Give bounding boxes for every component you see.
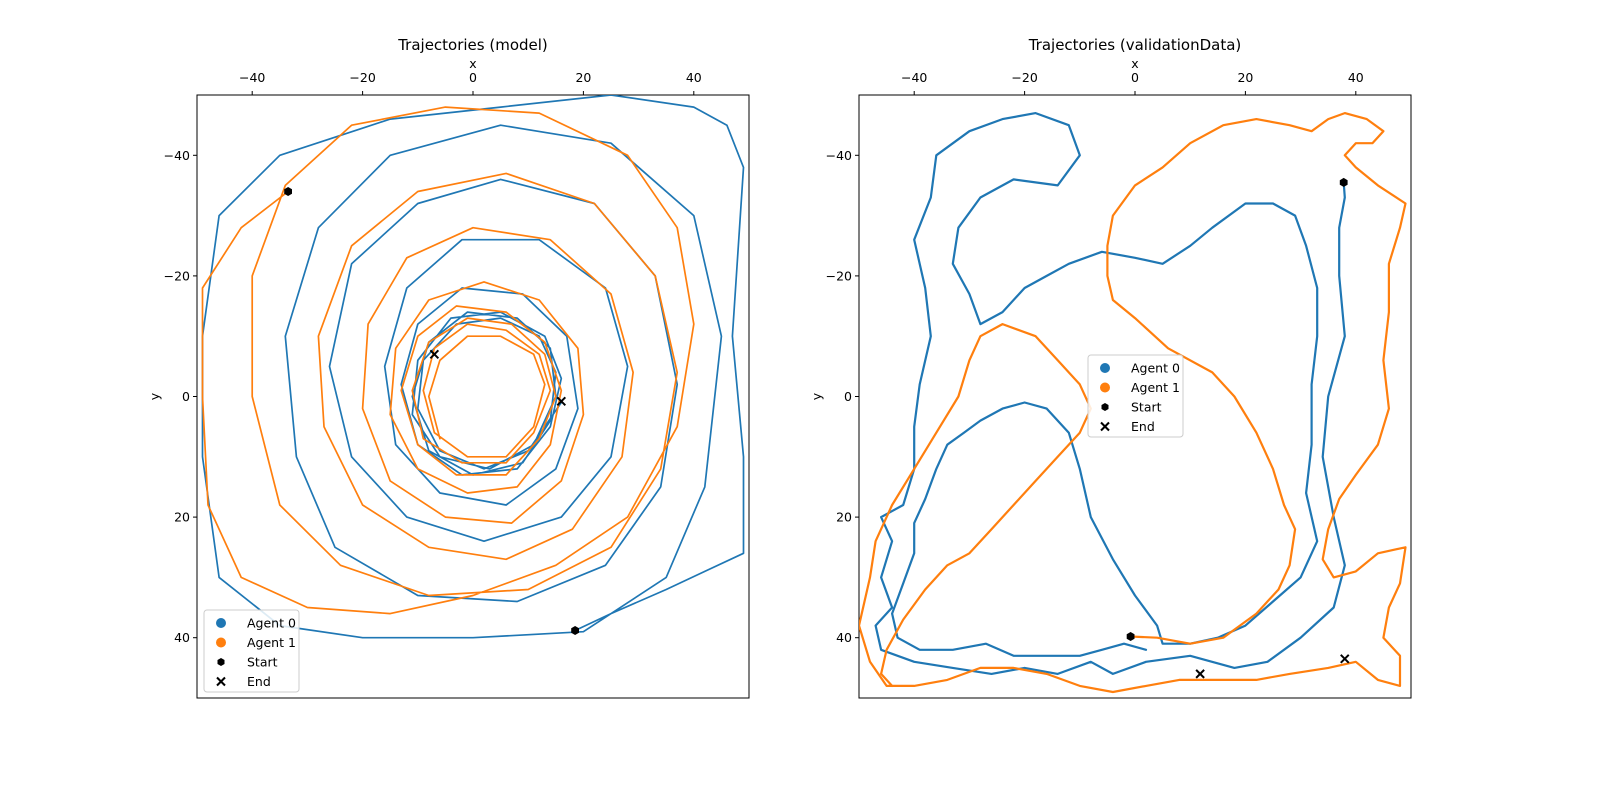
y-tick-label: −40 xyxy=(826,148,852,163)
x-tick-label: 40 xyxy=(686,70,702,85)
legend: Agent 0 Agent 1 Start End xyxy=(204,610,299,692)
x-tick-label: −40 xyxy=(239,70,265,85)
y-tick-label: 20 xyxy=(174,510,190,525)
y-tick-label: 20 xyxy=(836,510,852,525)
agent-0-trajectory xyxy=(203,95,744,638)
x-tick-label: 20 xyxy=(575,70,591,85)
y-tick-label: 0 xyxy=(182,389,190,404)
end-marker xyxy=(1196,670,1204,678)
x-tick-label: −20 xyxy=(349,70,375,85)
y-tick-label: −20 xyxy=(826,268,852,283)
legend-label: Agent 1 xyxy=(1131,380,1180,395)
y-tick-label: 40 xyxy=(836,630,852,645)
x-axis-label: x xyxy=(469,56,476,71)
x-tick-label: 20 xyxy=(1237,70,1253,85)
x-axis-label: x xyxy=(1131,56,1138,71)
y-axis-label: y xyxy=(147,392,162,400)
legend-label: Start xyxy=(247,655,278,670)
plot-area xyxy=(203,95,744,638)
legend-label: Agent 1 xyxy=(247,635,296,650)
legend-swatch-agent-0 xyxy=(1100,363,1110,373)
legend-swatch-agent-1 xyxy=(216,638,226,648)
y-tick-label: −40 xyxy=(164,148,190,163)
x-tick-label: 0 xyxy=(469,70,477,85)
legend-label: Start xyxy=(1131,400,1162,415)
x-tick-label: 40 xyxy=(1348,70,1364,85)
legend-swatch-agent-0 xyxy=(216,618,226,628)
legend-label: Agent 0 xyxy=(247,616,296,631)
end-marker xyxy=(1341,655,1349,663)
x-tick-label: 0 xyxy=(1131,70,1139,85)
legend-label: Agent 0 xyxy=(1131,361,1180,376)
start-marker xyxy=(571,626,579,635)
x-tick-label: −40 xyxy=(901,70,927,85)
y-axis-label: y xyxy=(809,392,824,400)
legend-swatch-agent-1 xyxy=(1100,383,1110,393)
y-tick-label: 0 xyxy=(844,389,852,404)
chart-title: Trajectories (validationData) xyxy=(1028,36,1242,54)
legend-label: End xyxy=(247,674,271,689)
agent-1-trajectory xyxy=(203,107,694,613)
y-tick-label: 40 xyxy=(174,630,190,645)
plot-frame xyxy=(197,95,749,698)
validation-trajectories-panel: Trajectories (validationData) −40 −20 0 20 40… xyxy=(809,36,1411,698)
model-trajectories-panel: Trajectories (model) −40 −20 0 20 40 x −40 −20 0 2… xyxy=(147,36,749,698)
legend: Agent 0 Agent 1 Start End xyxy=(1088,355,1183,437)
chart-title: Trajectories (model) xyxy=(397,36,548,54)
legend-label: End xyxy=(1131,419,1155,434)
start-marker xyxy=(1340,178,1348,187)
y-tick-label: −20 xyxy=(164,268,190,283)
start-marker xyxy=(1127,632,1135,641)
x-tick-label: −20 xyxy=(1011,70,1037,85)
